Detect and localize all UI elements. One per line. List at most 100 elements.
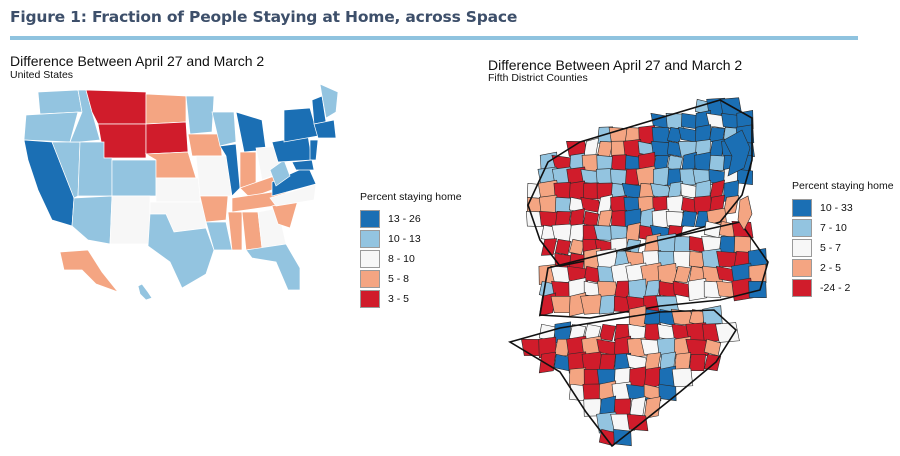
county <box>610 209 628 229</box>
county <box>733 235 752 254</box>
fd-legend: Percent staying home 10 - 33 7 - 10 5 - … <box>792 180 894 298</box>
state-mississippi <box>227 211 243 251</box>
county <box>598 294 617 315</box>
legend-swatch <box>360 270 380 288</box>
county <box>582 210 600 228</box>
county <box>708 154 726 172</box>
state-iowa <box>187 133 223 157</box>
legend-swatch <box>360 250 380 268</box>
county <box>703 280 722 299</box>
state-colorado <box>111 159 157 197</box>
county <box>596 140 614 158</box>
state-wyoming <box>97 123 147 159</box>
legend-swatch <box>792 239 812 257</box>
county <box>723 129 751 177</box>
us-legend-item: 3 - 5 <box>360 289 462 309</box>
county <box>703 353 722 372</box>
fifth-district-choropleth-map <box>507 97 769 448</box>
us-legend-item: 8 - 10 <box>360 249 462 269</box>
fd-map-subtitle: Fifth District Counties <box>488 72 588 84</box>
legend-label: 5 - 7 <box>820 242 842 254</box>
county <box>718 235 737 254</box>
legend-swatch <box>360 230 380 248</box>
fd-legend-item: -24 - 2 <box>792 278 894 298</box>
legend-swatch <box>792 279 812 297</box>
state-boundary <box>507 309 738 448</box>
state-michigan <box>235 111 267 153</box>
state-new-england <box>313 119 337 139</box>
county <box>688 353 707 372</box>
us-legend: Percent staying home 13 - 26 10 - 13 8 -… <box>360 191 462 309</box>
fd-legend-item: 2 - 5 <box>792 258 894 278</box>
county <box>748 280 767 299</box>
figure-title: Figure 1: Fraction of People Staying at … <box>10 8 518 26</box>
legend-label: 2 - 5 <box>820 262 842 274</box>
county <box>568 223 586 243</box>
county <box>582 182 600 200</box>
county <box>554 238 572 256</box>
state-virginia <box>271 165 317 197</box>
state-west-virginia <box>269 159 291 187</box>
county <box>658 383 677 402</box>
us-choropleth-map <box>23 83 339 301</box>
county <box>626 413 649 432</box>
legend-label: 7 - 10 <box>820 222 847 234</box>
fd-legend-item: 10 - 33 <box>792 198 894 218</box>
county <box>598 353 617 372</box>
fd-legend-item: 7 - 10 <box>792 218 894 238</box>
state-north-dakota <box>145 93 187 125</box>
state-maryland <box>291 159 315 171</box>
fd-legend-title: Percent staying home <box>792 180 894 192</box>
state-minnesota <box>185 95 215 135</box>
state-alaska <box>59 249 120 293</box>
us-legend-item: 5 - 8 <box>360 269 462 289</box>
state-arkansas <box>199 195 229 223</box>
us-legend-title: Percent staying home <box>360 191 462 203</box>
state-utah <box>77 141 113 197</box>
legend-swatch <box>792 219 812 237</box>
county <box>680 182 698 200</box>
legend-label: 8 - 10 <box>388 253 415 265</box>
state-boundary <box>539 221 769 319</box>
county <box>598 323 617 342</box>
state-north-carolina <box>269 183 317 207</box>
state-florida <box>245 243 301 291</box>
us-map-title: Difference Between April 27 and March 2 <box>10 53 265 69</box>
state-washington <box>37 89 83 115</box>
state-illinois <box>219 143 241 197</box>
county <box>610 168 628 186</box>
county <box>538 351 557 374</box>
state-oregon <box>23 111 79 143</box>
county <box>715 322 740 343</box>
county <box>613 398 632 417</box>
county <box>554 196 572 214</box>
county <box>737 195 753 231</box>
state-wisconsin <box>211 111 237 147</box>
county <box>665 210 685 228</box>
state-montana <box>85 89 147 125</box>
state-boundary <box>527 99 753 267</box>
county <box>610 154 628 172</box>
state-south-dakota <box>145 121 189 155</box>
county <box>680 210 698 228</box>
state-hawaii <box>137 283 153 301</box>
county <box>671 367 694 388</box>
legend-label: 10 - 33 <box>820 202 853 214</box>
legend-swatch <box>360 290 380 308</box>
legend-label: -24 - 2 <box>820 282 851 294</box>
fd-map-title: Difference Between April 27 and March 2 <box>488 57 743 73</box>
fd-legend-item: 5 - 7 <box>792 238 894 258</box>
us-legend-item: 13 - 26 <box>360 209 462 229</box>
legend-label: 10 - 13 <box>388 233 421 245</box>
county <box>643 383 662 402</box>
county <box>540 238 558 256</box>
legend-swatch <box>792 199 812 217</box>
us-map-subtitle: United States <box>10 69 74 81</box>
state-arizona <box>71 195 113 245</box>
legend-swatch <box>792 259 812 277</box>
title-rule <box>10 36 858 40</box>
state-texas <box>147 213 215 289</box>
legend-label: 13 - 26 <box>388 213 421 225</box>
legend-label: 3 - 5 <box>388 293 410 305</box>
